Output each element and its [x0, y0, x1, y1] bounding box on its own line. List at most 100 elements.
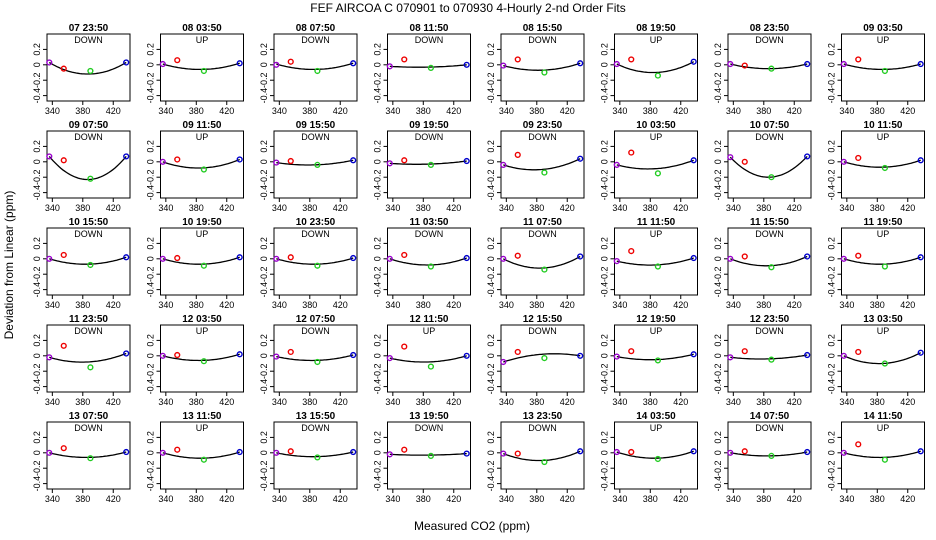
std-high-point	[236, 60, 243, 67]
std-mid1-point	[514, 348, 521, 356]
y-tick-label: 0	[373, 159, 383, 164]
panel-frame	[46, 227, 131, 296]
x-tick-label: 340	[726, 300, 741, 310]
std-high-point	[463, 450, 470, 457]
y-tick-label: -0.4	[373, 476, 383, 492]
y-tick-label: 0.2	[713, 431, 723, 444]
std-mid1-point	[174, 254, 181, 262]
y-tick-label: 0.2	[146, 140, 156, 153]
panel-frame	[387, 227, 471, 296]
std-mid2-point	[541, 355, 548, 362]
std-mid1-point	[855, 348, 862, 356]
y-tick-label: 0	[600, 159, 610, 164]
std-mid2-point	[541, 458, 548, 466]
fit-curve	[49, 451, 127, 459]
y-tick-label: 0	[486, 62, 496, 67]
fit-curve	[503, 158, 581, 171]
panel-mode: UP	[877, 423, 890, 433]
y-tick-label: 0	[600, 450, 610, 455]
std-mid1-point	[514, 252, 521, 259]
x-tick-label: 340	[499, 203, 514, 213]
y-tick-label: -0.2	[146, 72, 156, 88]
std-mid2-point	[200, 358, 208, 365]
x-tick-label: 420	[333, 106, 348, 116]
x-tick-label: 380	[529, 203, 544, 213]
y-tick-label: -0.2	[600, 363, 610, 379]
std-low-point	[46, 255, 53, 262]
y-tick-label: 0	[259, 450, 269, 455]
std-mid2-point	[768, 264, 775, 271]
x-tick-label: 340	[272, 494, 287, 504]
x-tick-label: 340	[158, 203, 173, 213]
x-tick-label: 340	[158, 106, 173, 116]
panel-mode: UP	[650, 132, 663, 142]
panel-mode: UP	[196, 35, 209, 45]
std-mid1-point	[60, 65, 67, 72]
fit-curve	[616, 257, 694, 266]
y-tick-label: 0.2	[146, 431, 156, 444]
x-tick-label: 340	[726, 203, 741, 213]
fit-curve	[48, 61, 127, 75]
y-tick-label: 0.2	[373, 140, 383, 153]
y-tick-label: -0.4	[486, 379, 496, 395]
panel-title: 14 03:50	[636, 411, 676, 422]
y-tick-label: -0.2	[486, 266, 496, 282]
x-tick-label: 340	[385, 300, 400, 310]
x-tick-label: 420	[333, 397, 348, 407]
x-tick-label: 340	[272, 106, 287, 116]
y-tick-label: 0	[827, 62, 837, 67]
y-tick-label: 0.2	[486, 431, 496, 444]
panel-title: 12 07:50	[296, 314, 336, 325]
fit-curve	[843, 159, 921, 168]
x-tick-label: 380	[643, 300, 658, 310]
std-low-point	[727, 154, 734, 161]
std-mid2-point	[654, 357, 662, 364]
y-tick-label: 0	[486, 450, 496, 455]
std-low-point	[840, 352, 847, 359]
std-mid2-point	[87, 261, 94, 269]
x-tick-label: 420	[787, 203, 802, 213]
y-tick-label: -0.4	[827, 476, 837, 492]
x-tick-label: 380	[870, 397, 885, 407]
x-tick-label: 420	[900, 494, 915, 504]
y-tick-label: 0	[486, 256, 496, 261]
x-tick-label: 420	[106, 494, 121, 504]
std-low-point	[386, 355, 393, 362]
panel-title: 10 15:50	[69, 217, 109, 228]
x-tick-label: 340	[158, 397, 173, 407]
x-tick-label: 340	[499, 397, 514, 407]
panel-title: 13 15:50	[296, 411, 336, 422]
panel-mode: DOWN	[415, 35, 444, 45]
panel-mode: DOWN	[755, 423, 784, 433]
x-tick-label: 340	[612, 494, 627, 504]
x-tick-label: 420	[673, 397, 688, 407]
y-tick-label: 0.2	[32, 334, 42, 347]
std-high-point	[690, 157, 697, 164]
x-tick-label: 420	[673, 106, 688, 116]
panel-title: 09 23:50	[523, 120, 563, 131]
std-mid2-point	[200, 262, 208, 269]
x-tick-label: 340	[45, 494, 60, 504]
y-tick-label: -0.2	[486, 460, 496, 476]
std-high-point	[917, 254, 924, 261]
y-tick-label: -0.2	[373, 266, 383, 282]
y-tick-label: -0.4	[486, 476, 496, 492]
x-tick-label: 380	[75, 203, 90, 213]
panel-mode: UP	[423, 326, 436, 336]
y-tick-label: 0.2	[32, 237, 42, 250]
y-tick-label: -0.2	[146, 266, 156, 282]
std-mid1-point	[628, 348, 635, 355]
x-tick-label: 340	[612, 397, 627, 407]
panel-mode: DOWN	[528, 326, 557, 336]
panel-frame	[160, 324, 244, 393]
y-tick-label: 0.2	[259, 43, 269, 56]
std-mid1-point	[60, 157, 67, 164]
y-tick-label: 0.2	[600, 237, 610, 250]
